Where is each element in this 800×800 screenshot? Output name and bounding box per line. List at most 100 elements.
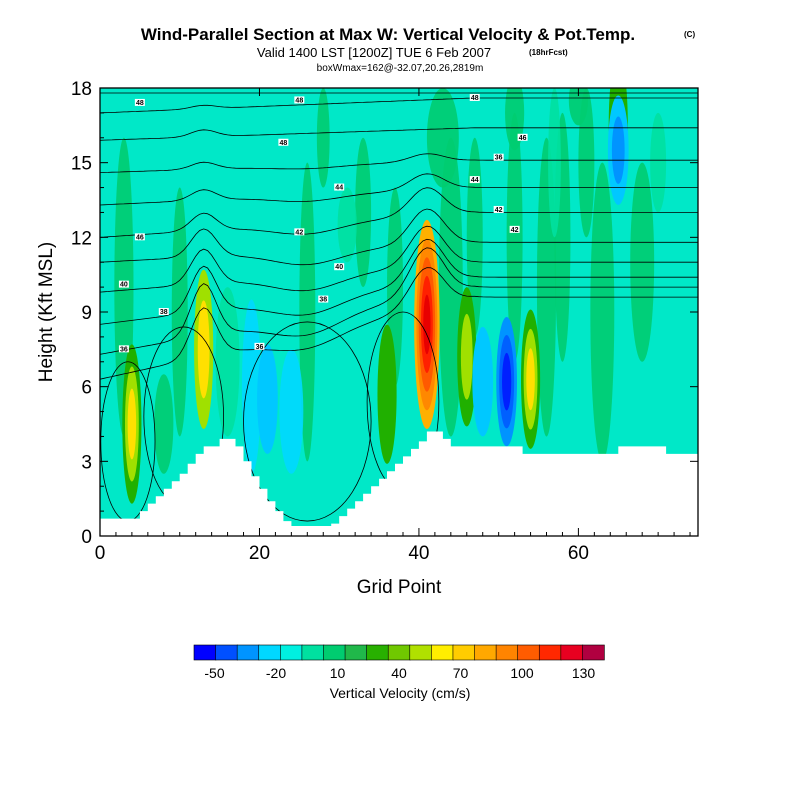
isentrope-contour xyxy=(100,225,698,293)
isentrope-contour xyxy=(100,267,698,380)
chart-title: Wind-Parallel Section at Max W: Vertical… xyxy=(141,25,635,44)
contour-label-bg xyxy=(118,345,129,353)
contour-label-bg xyxy=(509,225,520,233)
contour-label-bg xyxy=(318,295,329,303)
colorbar-swatch xyxy=(495,644,519,661)
contour-label: 46 xyxy=(136,234,144,241)
x-tick-label: 20 xyxy=(249,543,270,564)
colorbar-swatch xyxy=(452,644,476,661)
contour-label-bg xyxy=(134,233,145,241)
colorbar-label: 10 xyxy=(330,665,346,681)
contour-label-bg xyxy=(493,153,504,161)
velocity-core-updraft xyxy=(520,309,541,449)
contour-label: 48 xyxy=(279,140,287,147)
contour-label: 38 xyxy=(160,309,168,316)
contour-label: 42 xyxy=(495,207,503,214)
terrain-mask xyxy=(100,431,698,536)
colorbar-swatch xyxy=(409,644,433,661)
velocity-core-updraft xyxy=(194,269,214,429)
velocity-core-downdraft xyxy=(607,95,629,205)
isentrope-contour xyxy=(100,127,698,141)
velocity-core-downdraft xyxy=(257,344,278,454)
contour-label-bg xyxy=(294,228,305,236)
contour-label: 38 xyxy=(319,297,327,304)
colorbar-swatch xyxy=(236,644,260,661)
y-tick-label: 9 xyxy=(81,303,92,324)
colorbar-swatch xyxy=(193,644,217,661)
colorbar-swatch xyxy=(517,644,540,661)
contour-label-bg xyxy=(469,176,480,184)
isentrope-contour xyxy=(100,97,698,114)
isentrope-contour xyxy=(100,153,698,173)
colorbar-label: 70 xyxy=(453,665,469,681)
velocity-core-updraft xyxy=(377,324,397,464)
colorbar-swatch xyxy=(280,644,303,661)
contour-label-bg xyxy=(493,205,504,213)
contour-label: 46 xyxy=(519,135,527,142)
contour-label: 36 xyxy=(120,346,128,353)
colorbar-swatch xyxy=(366,644,389,661)
contour-label-bg xyxy=(134,98,145,106)
isentrope-contour xyxy=(100,238,698,325)
colorbar-swatch xyxy=(215,644,238,661)
colorbar-swatch xyxy=(344,644,368,661)
contour-label-bg xyxy=(294,96,305,104)
y-tick-label: 3 xyxy=(81,452,92,473)
x-tick-label: 40 xyxy=(408,543,429,564)
y-tick-label: 12 xyxy=(71,228,92,249)
contour-label: 36 xyxy=(256,344,264,351)
velocity-core xyxy=(526,348,535,411)
velocity-core-downdraft xyxy=(496,316,518,447)
contour-label-bg xyxy=(278,138,289,146)
contour-label-bg xyxy=(469,93,480,101)
contour-label: 48 xyxy=(295,97,303,104)
contour-label: 44 xyxy=(335,185,343,192)
colorbar-swatch xyxy=(431,644,454,661)
velocity-core-updraft xyxy=(414,219,440,429)
chart-subtitle-mark: (18hrFcst) xyxy=(529,48,568,57)
velocity-core xyxy=(127,388,137,460)
velocity-core xyxy=(611,116,625,184)
colorbar-swatch xyxy=(538,644,562,661)
colorbar-swatch xyxy=(474,644,497,661)
colorbar-label: 40 xyxy=(391,665,407,681)
chart-title-mark: (C) xyxy=(684,30,695,39)
x-tick-label: 0 xyxy=(95,543,106,564)
velocity-core xyxy=(197,300,210,399)
colorbar-swatch xyxy=(560,644,584,661)
contour-label-bg xyxy=(254,342,265,350)
velocity-core xyxy=(472,326,494,437)
y-axis-label: Height (Kft MSL) xyxy=(36,242,57,382)
velocity-core xyxy=(423,294,431,355)
chart-subtitle: Valid 1400 LST [1200Z] TUE 6 Feb 2007 xyxy=(257,45,491,60)
y-tick-label: 18 xyxy=(71,79,92,100)
contour-label-bg xyxy=(118,280,129,288)
contour-label: 44 xyxy=(471,177,479,184)
contour-label: 40 xyxy=(120,282,128,289)
colorbar-swatch xyxy=(323,644,346,661)
chart-subtitle2: boxWmax=162@-32.07,20.26,2819m xyxy=(317,63,484,74)
colorbar-title: Vertical Velocity (cm/s) xyxy=(330,685,471,701)
colorbar-label: 130 xyxy=(572,665,596,681)
colorbar-label: -50 xyxy=(204,665,224,681)
velocity-core xyxy=(502,352,512,411)
velocity-core-updraft xyxy=(122,344,142,504)
contour-label: 48 xyxy=(136,100,144,107)
contour-label: 36 xyxy=(495,155,503,162)
y-tick-label: 0 xyxy=(81,527,92,548)
colorbar-swatch xyxy=(258,644,282,661)
velocity-core xyxy=(460,313,473,400)
isentrope-contour xyxy=(243,321,372,522)
colorbar-swatch xyxy=(582,644,605,661)
x-tick-label: 60 xyxy=(568,543,589,564)
isentrope-contour xyxy=(100,247,698,355)
contour-label-bg xyxy=(334,263,345,271)
contour-label-bg xyxy=(158,308,169,315)
velocity-core-updraft xyxy=(457,287,477,427)
colorbar: -50 -20 10 40 70 100 130 xyxy=(193,644,605,681)
contour-label: 40 xyxy=(335,264,343,271)
y-tick-label: 6 xyxy=(81,378,92,399)
colorbar-label: 100 xyxy=(510,665,534,681)
colorbar-swatch xyxy=(387,644,411,661)
